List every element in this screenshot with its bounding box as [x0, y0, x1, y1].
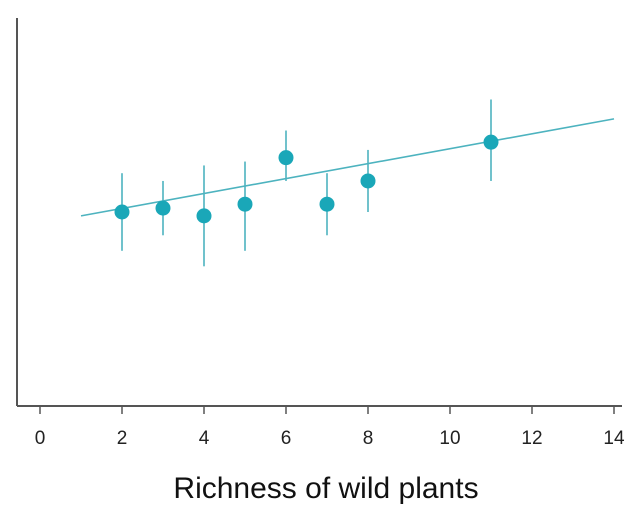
plot-area: 0 2 4 6 8 10 12 14	[16, 18, 625, 449]
regression-line	[80, 118, 615, 217]
x-tick-label: 10	[439, 428, 460, 449]
data-point	[319, 196, 335, 212]
x-tick-label: 4	[199, 428, 210, 449]
data-point	[278, 150, 294, 166]
x-tick-label: 14	[603, 428, 625, 449]
data-point	[196, 208, 212, 224]
x-axis-title: Richness of wild plants	[173, 472, 478, 505]
x-tick-label: 0	[35, 428, 46, 449]
x-tick-label: 6	[281, 428, 292, 449]
data-points	[114, 134, 499, 224]
fit-line-group	[80, 118, 615, 217]
data-point	[360, 173, 376, 189]
x-ticks	[39, 406, 615, 414]
x-tick-label: 8	[363, 428, 374, 449]
x-tick-label: 2	[117, 428, 128, 449]
data-point	[483, 134, 499, 150]
data-point	[237, 196, 253, 212]
x-tick-label: 12	[521, 428, 542, 449]
data-point	[114, 204, 130, 220]
data-point	[155, 200, 171, 216]
error-bars	[121, 99, 492, 267]
x-tick-labels: 0 2 4 6 8 10 12 14	[35, 428, 625, 449]
